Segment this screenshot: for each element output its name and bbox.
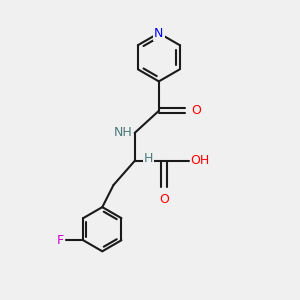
Text: F: F [57, 234, 64, 247]
Text: H: H [144, 152, 154, 165]
Text: OH: OH [190, 154, 210, 167]
Text: NH: NH [114, 126, 132, 140]
Text: N: N [154, 27, 164, 40]
Text: O: O [191, 104, 201, 117]
Text: O: O [159, 193, 169, 206]
